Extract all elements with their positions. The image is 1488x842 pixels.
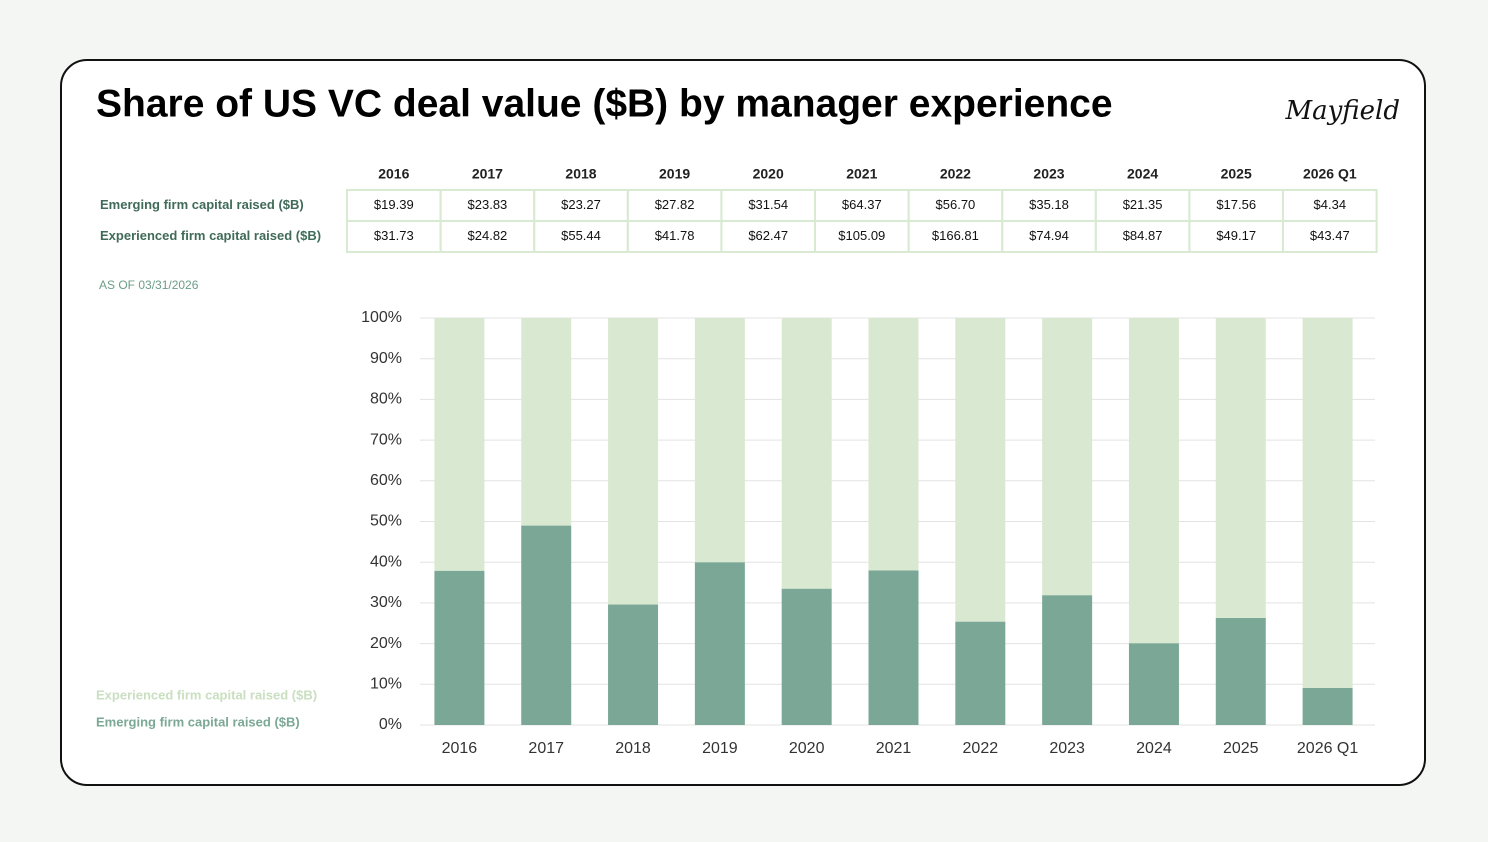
cell-value: $166.81 bbox=[932, 228, 979, 243]
bar-segment bbox=[1128, 643, 1179, 725]
x-tick-label: 2024 bbox=[1136, 740, 1172, 757]
cell-value: $31.54 bbox=[748, 197, 788, 212]
bar-segment bbox=[1302, 687, 1353, 725]
cell-value: $4.34 bbox=[1314, 197, 1347, 212]
cell-value: $35.18 bbox=[1029, 197, 1069, 212]
cell-value: $19.39 bbox=[374, 197, 414, 212]
cell-value: $23.27 bbox=[561, 197, 601, 212]
bar-segment bbox=[1302, 318, 1353, 688]
y-tick-label: 0% bbox=[379, 716, 402, 733]
bar-segment bbox=[521, 318, 572, 526]
table-header: 2021 bbox=[846, 166, 877, 182]
cell-value: $49.17 bbox=[1216, 228, 1256, 243]
x-tick-label: 2016 bbox=[442, 740, 478, 757]
cell-value: $62.47 bbox=[748, 228, 788, 243]
cell-value: $56.70 bbox=[936, 197, 976, 212]
table-header: 2020 bbox=[753, 166, 784, 182]
table-cell bbox=[1282, 220, 1378, 253]
bar-segment bbox=[694, 562, 745, 725]
table-header: 2024 bbox=[1127, 166, 1158, 182]
bar-segment bbox=[608, 604, 659, 725]
bar-segment bbox=[1215, 318, 1266, 618]
bar-segment bbox=[781, 318, 832, 589]
legend-entry: Emerging firm capital raised ($B) bbox=[96, 714, 300, 729]
table-header: 2019 bbox=[659, 166, 690, 182]
bar-segment bbox=[434, 318, 485, 571]
row-label: Experienced firm capital raised ($B) bbox=[100, 228, 321, 243]
cell-value: $23.83 bbox=[468, 197, 508, 212]
x-tick-label: 2017 bbox=[528, 740, 564, 757]
bar-segment bbox=[1128, 318, 1179, 644]
table-header: 2026 Q1 bbox=[1303, 166, 1357, 182]
bar-segment bbox=[521, 525, 572, 725]
cell-value: $105.09 bbox=[838, 228, 885, 243]
legend-entry: Experienced firm capital raised ($B) bbox=[96, 687, 317, 702]
x-tick-label: 2018 bbox=[615, 740, 651, 757]
cell-value: $21.35 bbox=[1123, 197, 1163, 212]
x-tick-label: 2019 bbox=[702, 740, 738, 757]
bar-segment bbox=[955, 318, 1006, 622]
bar-segment bbox=[608, 318, 659, 605]
bar-segment bbox=[781, 588, 832, 725]
y-tick-label: 50% bbox=[370, 513, 402, 530]
table-header: 2017 bbox=[472, 166, 503, 182]
as-of-note: AS OF 03/31/2026 bbox=[99, 278, 199, 292]
cell-value: $84.87 bbox=[1123, 228, 1163, 243]
title: Share of US VC deal value ($B) by manage… bbox=[96, 82, 1113, 125]
bar-segment bbox=[434, 570, 485, 725]
table-header: 2018 bbox=[565, 166, 596, 182]
bar-segment bbox=[1215, 617, 1266, 725]
x-tick-label: 2021 bbox=[876, 740, 912, 757]
y-tick-label: 10% bbox=[370, 676, 402, 693]
table-header: 2025 bbox=[1221, 166, 1252, 182]
bar-segment bbox=[868, 570, 919, 725]
bar-segment bbox=[694, 318, 745, 563]
x-tick-label: 2026 Q1 bbox=[1297, 740, 1358, 757]
x-tick-label: 2025 bbox=[1223, 740, 1259, 757]
x-tick-label: 2022 bbox=[963, 740, 999, 757]
table-header: 2023 bbox=[1033, 166, 1064, 182]
cell-value: $41.78 bbox=[655, 228, 695, 243]
cell-value: $31.73 bbox=[374, 228, 414, 243]
cell-value: $24.82 bbox=[468, 228, 508, 243]
x-tick-label: 2020 bbox=[789, 740, 825, 757]
bar-segment bbox=[1042, 318, 1093, 596]
y-tick-label: 60% bbox=[370, 472, 402, 489]
y-tick-label: 40% bbox=[370, 553, 402, 570]
bar-segment bbox=[1042, 595, 1093, 725]
cell-value: $43.47 bbox=[1310, 228, 1350, 243]
bar-segment bbox=[955, 621, 1006, 725]
logo: Mayfield bbox=[1285, 96, 1401, 126]
cell-value: $64.37 bbox=[842, 197, 882, 212]
cell-value: $74.94 bbox=[1029, 228, 1069, 243]
table-header: 2022 bbox=[940, 166, 971, 182]
y-tick-label: 30% bbox=[370, 594, 402, 611]
bar-segment bbox=[868, 318, 919, 571]
y-tick-label: 80% bbox=[370, 391, 402, 408]
cell-value: $27.82 bbox=[655, 197, 695, 212]
y-tick-label: 20% bbox=[370, 635, 402, 652]
y-tick-label: 70% bbox=[370, 431, 402, 448]
cell-value: $55.44 bbox=[561, 228, 601, 243]
cell-value: $17.56 bbox=[1216, 197, 1256, 212]
y-tick-label: 100% bbox=[361, 309, 402, 326]
x-tick-label: 2023 bbox=[1049, 740, 1085, 757]
table-header: 2016 bbox=[378, 166, 409, 182]
row-label: Emerging firm capital raised ($B) bbox=[100, 197, 304, 212]
y-tick-label: 90% bbox=[370, 350, 402, 367]
